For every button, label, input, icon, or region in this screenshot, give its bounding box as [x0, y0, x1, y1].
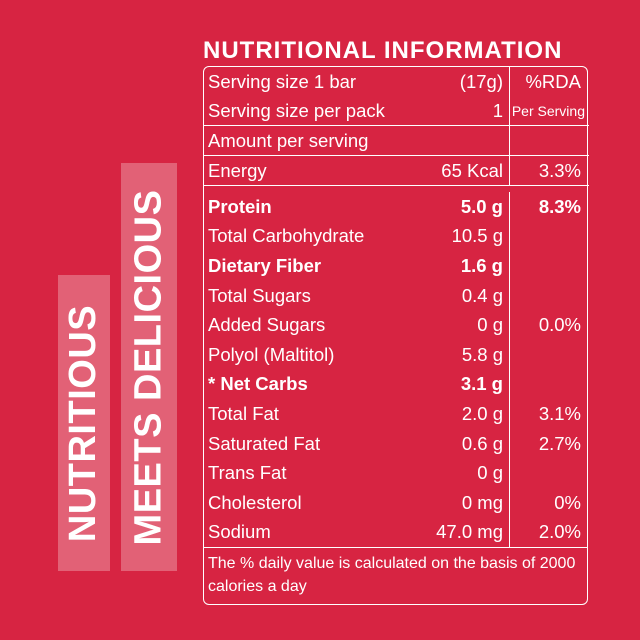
- nutrient-value: 1.6 g: [460, 254, 503, 276]
- nutritious-tag: NUTRITIOUS: [58, 275, 110, 571]
- nutrient-pct: 2.7%: [538, 432, 581, 454]
- nutrient-value: 47.0 mg: [436, 521, 503, 543]
- nutrient-value: 3.1 g: [460, 373, 503, 395]
- nutrient-pct-cell: [509, 339, 589, 370]
- footnote: The % daily value is calculated on the b…: [208, 555, 576, 596]
- nutrient-row: Polyol (Maltitol) 5.8 g: [204, 340, 509, 370]
- nutrient-row: Total Fat 2.0 g: [204, 399, 509, 429]
- nutrient-pct-cell: 2.0%: [509, 517, 589, 548]
- nutrient-pct-cell: [509, 369, 589, 400]
- nutrient-pct: 8.3%: [538, 195, 581, 217]
- nutrient-row: * Net Carbs 3.1 g: [204, 370, 509, 400]
- nutrient-label: Total Carbohydrate: [208, 225, 365, 247]
- nutrient-pct: 0%: [554, 491, 581, 513]
- nutrient-value: 10.5 g: [451, 225, 503, 247]
- nutrient-row: Protein 5.0 g: [204, 192, 509, 222]
- nutrition-table: Serving size 1 bar (17g) %RDA Serving si…: [203, 66, 589, 606]
- nutrient-value: 0 mg: [461, 491, 503, 513]
- nutrient-row: Saturated Fat 0.6 g: [204, 429, 509, 459]
- serving-size-cell: Serving size 1 bar (17g): [204, 67, 509, 96]
- meets-delicious-tag: MEETS DELICIOUS: [121, 163, 177, 571]
- per-pack-value: 1: [492, 99, 503, 121]
- nutrient-label: Total Fat: [208, 402, 279, 424]
- nutrient-label: Sodium: [208, 521, 271, 543]
- amount-empty-cell: [509, 126, 589, 156]
- per-pack-cell: Serving size per pack 1: [204, 96, 509, 126]
- nutrient-label: Trans Fat: [208, 462, 287, 484]
- nutrient-value: 0.4 g: [461, 284, 503, 306]
- nutrient-label: Saturated Fat: [208, 432, 321, 454]
- nutrient-label: Cholesterol: [208, 491, 302, 513]
- serving-size-value: (17g): [459, 70, 503, 92]
- nutrient-label: * Net Carbs: [208, 373, 308, 395]
- amount-label: Amount per serving: [208, 129, 369, 151]
- energy-pct-cell: 3.3%: [509, 156, 589, 186]
- nutrient-label: Polyol (Maltitol): [208, 343, 335, 365]
- energy-cell: Energy 65 Kcal: [204, 156, 509, 186]
- per-serving-label: Per Serving: [511, 102, 585, 119]
- per-pack-label: Serving size per pack: [208, 99, 385, 121]
- nutrient-label: Added Sugars: [208, 314, 326, 336]
- nutrient-label: Dietary Fiber: [208, 254, 322, 276]
- nutrient-pct-cell: [509, 251, 589, 281]
- energy-label: Energy: [208, 159, 267, 181]
- amount-cell: Amount per serving: [204, 126, 509, 156]
- energy-value: 65 Kcal: [441, 159, 503, 181]
- nutrient-pct: 0.0%: [538, 314, 581, 336]
- nutrient-row: Trans Fat 0 g: [204, 458, 509, 488]
- panel-title: NUTRITIONAL INFORMATION: [203, 37, 563, 64]
- rda-header-cell: %RDA: [509, 67, 589, 96]
- per-serving-cell: Per Serving: [509, 96, 589, 126]
- footnote-section: The % daily value is calculated on the b…: [204, 547, 587, 604]
- nutrient-row: Total Sugars 0.4 g: [204, 281, 509, 311]
- meets-delicious-tag-text: MEETS DELICIOUS: [127, 189, 170, 545]
- energy-pct: 3.3%: [538, 159, 581, 181]
- nutrient-value: 5.8 g: [461, 343, 503, 365]
- nutrient-pct-cell: 8.3%: [509, 192, 589, 222]
- nutrient-pct-cell: 2.7%: [509, 428, 589, 459]
- nutrient-value: 0 g: [477, 462, 503, 484]
- nutrient-pct-cell: [509, 221, 589, 252]
- nutrient-pct-cell: 0.0%: [509, 310, 589, 340]
- nutrient-value: 2.0 g: [461, 402, 503, 424]
- nutrient-label: Total Sugars: [208, 284, 311, 306]
- nutrient-pct-cell: 3.1%: [509, 399, 589, 429]
- nutrient-value: 0 g: [477, 314, 503, 336]
- nutrient-pct-cell: [509, 458, 589, 488]
- nutrient-rows: Protein 5.0 g 8.3% Total Carbohydrate 10.5 g…: [204, 186, 589, 548]
- nutrient-pct: 3.1%: [538, 402, 581, 424]
- rda-label: %RDA: [525, 70, 581, 92]
- nutrient-row: Dietary Fiber 1.6 g: [204, 251, 509, 281]
- nutrient-label: Protein: [208, 195, 272, 217]
- nutrient-row: Cholesterol 0 mg: [204, 488, 509, 518]
- nutrient-pct-cell: [509, 280, 589, 311]
- nutrient-pct: 2.0%: [538, 521, 581, 543]
- nutrient-value: 5.0 g: [460, 195, 503, 217]
- nutrient-row: Total Carbohydrate 10.5 g: [204, 222, 509, 252]
- nutrient-value: 0.6 g: [461, 432, 503, 454]
- nutritious-tag-text: NUTRITIOUS: [62, 304, 105, 542]
- nutrient-row: Added Sugars 0 g: [204, 310, 509, 340]
- serving-size-label: Serving size 1 bar: [208, 70, 357, 92]
- nutrient-pct-cell: 0%: [509, 487, 589, 518]
- nutrition-panel: NUTRITIONAL INFORMATION Serving size 1 b…: [203, 36, 589, 606]
- nutrient-row: Sodium 47.0 mg: [204, 518, 509, 548]
